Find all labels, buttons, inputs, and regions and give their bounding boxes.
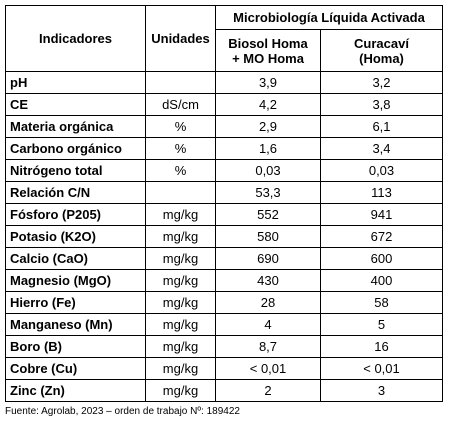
value-cell: 3,4 — [320, 137, 443, 160]
unit-cell: mg/kg — [145, 379, 216, 402]
indicator-cell: Carbono orgánico — [5, 137, 146, 160]
value-cell: 400 — [320, 269, 443, 292]
table-row: pH 3,9 3,2 — [5, 71, 443, 94]
table-row: Calcio (CaO) mg/kg 690 600 — [5, 247, 443, 270]
header-line: Biosol Homa — [228, 35, 308, 51]
indicator-cell: Relación C/N — [5, 181, 146, 204]
table-row: Manganeso (Mn) mg/kg 4 5 — [5, 313, 443, 336]
table-row: Materia orgánica% 2,9 6,1 — [5, 115, 443, 138]
value-cell: 672 — [320, 225, 443, 248]
value-cell: 3,8 — [320, 93, 443, 116]
value-cell: 0,03 — [320, 159, 443, 182]
value-cell: 0,03 — [215, 159, 321, 182]
value-cell: 16 — [320, 335, 443, 358]
unit-cell: mg/kg — [145, 247, 216, 270]
unit-cell: mg/kg — [145, 357, 216, 380]
unit-cell: % — [145, 115, 216, 138]
unit-cell: % — [145, 159, 216, 182]
table-body: pH 3,9 3,2 CE dS/cm 4,2 3,8 Materia orgánica% 2,… — [5, 71, 443, 402]
value-cell: 430 — [215, 269, 321, 292]
table-row: Cobre (Cu) mg/kg < 0,01 < 0,01 — [5, 357, 443, 380]
indicator-cell: Cobre (Cu) — [5, 357, 146, 380]
value-cell: 4,2 — [215, 93, 321, 116]
unit-cell: % — [145, 137, 216, 160]
indicator-cell: Magnesio (MgO) — [5, 269, 146, 292]
value-cell: 53,3 — [215, 181, 321, 204]
value-cell: 28 — [215, 291, 321, 314]
table-row: Relación C/N 53,3 113 — [5, 181, 443, 204]
unit-cell — [145, 181, 216, 204]
value-cell: < 0,01 — [320, 357, 443, 380]
indicator-cell: pH — [5, 71, 146, 94]
value-cell: 6,1 — [320, 115, 443, 138]
header-line: (Homa) — [359, 50, 404, 66]
table-row: Carbono orgánico% 1,6 3,4 — [5, 137, 443, 160]
data-table: Indicadores Unidades Microbiología Líqui… — [5, 5, 443, 402]
indicator-cell: Boro (B) — [5, 335, 146, 358]
header-line: + MO Homa — [232, 50, 304, 66]
value-cell: 690 — [215, 247, 321, 270]
value-cell: < 0,01 — [215, 357, 321, 380]
header-cell: Indicadores — [5, 5, 146, 72]
unit-cell: mg/kg — [145, 203, 216, 226]
value-cell: 941 — [320, 203, 443, 226]
value-cell: 8,7 — [215, 335, 321, 358]
indicator-cell: CE — [5, 93, 146, 116]
table-row: Magnesio (MgO) mg/kg 430 400 — [5, 269, 443, 292]
value-cell: 600 — [320, 247, 443, 270]
header-cell: Biosol Homa + MO Homa — [215, 29, 321, 72]
source-note: Fuente: Agrolab, 2023 – orden de trabajo… — [5, 406, 240, 417]
value-cell: 4 — [215, 313, 321, 336]
indicator-cell: Potasio (K2O) — [5, 225, 146, 248]
table-row: Nitrógeno total% 0,03 0,03 — [5, 159, 443, 182]
indicator-cell: Materia orgánica — [5, 115, 146, 138]
table-row: Potasio (K2O) mg/kg 580 672 — [5, 225, 443, 248]
header-cell: Unidades — [145, 5, 216, 72]
header-cell: Microbiología Líquida Activada — [215, 5, 443, 30]
table-row: CE dS/cm 4,2 3,8 — [5, 93, 443, 116]
table-row: Zinc (Zn) mg/kg 2 3 — [5, 379, 443, 402]
indicator-cell: Fósforo (P205) — [5, 203, 146, 226]
value-cell: 3,2 — [320, 71, 443, 94]
indicator-cell: Manganeso (Mn) — [5, 313, 146, 336]
indicator-cell: Zinc (Zn) — [5, 379, 146, 402]
unit-cell: dS/cm — [145, 93, 216, 116]
table-row: Boro (B) mg/kg 8,7 16 — [5, 335, 443, 358]
unit-cell: mg/kg — [145, 291, 216, 314]
unit-cell: mg/kg — [145, 269, 216, 292]
table-wrap: Indicadores Unidades Microbiología Líqui… — [5, 5, 443, 402]
header-line: Curacaví — [354, 35, 409, 51]
value-cell: 2 — [215, 379, 321, 402]
indicator-cell: Nitrógeno total — [5, 159, 146, 182]
value-cell: 580 — [215, 225, 321, 248]
unit-cell: mg/kg — [145, 225, 216, 248]
value-cell: 2,9 — [215, 115, 321, 138]
indicator-cell: Hierro (Fe) — [5, 291, 146, 314]
header-cell: Curacaví (Homa) — [320, 29, 443, 72]
value-cell: 552 — [215, 203, 321, 226]
value-cell: 58 — [320, 291, 443, 314]
table-row: Fósforo (P205) mg/kg 552 941 — [5, 203, 443, 226]
unit-cell — [145, 71, 216, 94]
unit-cell: mg/kg — [145, 335, 216, 358]
unit-cell: mg/kg — [145, 313, 216, 336]
table-row: Hierro (Fe) mg/kg 28 58 — [5, 291, 443, 314]
indicator-cell: Calcio (CaO) — [5, 247, 146, 270]
value-cell: 5 — [320, 313, 443, 336]
value-cell: 3,9 — [215, 71, 321, 94]
value-cell: 113 — [320, 181, 443, 204]
value-cell: 1,6 — [215, 137, 321, 160]
value-cell: 3 — [320, 379, 443, 402]
